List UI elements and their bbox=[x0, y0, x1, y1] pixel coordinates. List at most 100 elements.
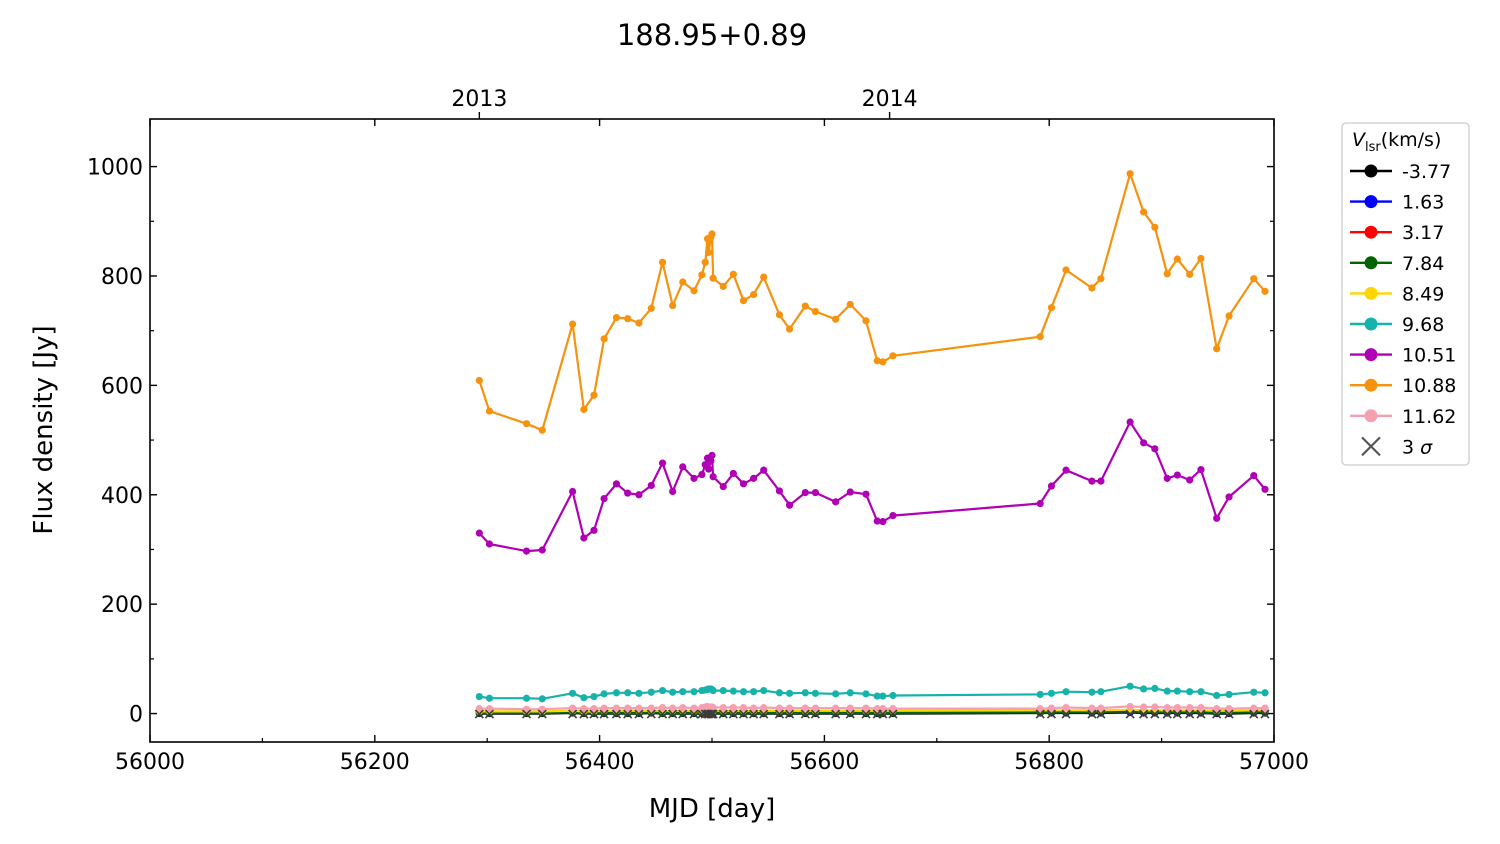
sigma-marker bbox=[599, 709, 609, 719]
x-axis-label: MJD [day] bbox=[649, 794, 776, 824]
x-tick-label: 56000 bbox=[115, 750, 185, 775]
y-tick-label: 400 bbox=[101, 484, 143, 509]
data-point bbox=[522, 694, 531, 702]
data-point bbox=[1250, 704, 1258, 712]
data-point bbox=[538, 546, 546, 554]
legend-label: 3.17 bbox=[1402, 222, 1444, 244]
y-axis-label: Flux density [Jy] bbox=[29, 325, 59, 534]
legend-title: Vlsr(km/s) bbox=[1352, 129, 1441, 155]
data-point bbox=[600, 494, 608, 503]
data-point bbox=[760, 466, 768, 474]
data-point bbox=[775, 689, 784, 697]
data-point bbox=[832, 315, 840, 323]
data-point bbox=[709, 473, 717, 481]
sigma-marker bbox=[1224, 709, 1234, 719]
data-point bbox=[719, 282, 727, 290]
data-point bbox=[612, 704, 621, 712]
data-point bbox=[1036, 499, 1044, 508]
data-point bbox=[801, 302, 809, 310]
data-point bbox=[708, 451, 716, 459]
data-point bbox=[658, 703, 667, 712]
data-point bbox=[846, 300, 854, 309]
data-point bbox=[698, 271, 706, 279]
sigma-marker bbox=[568, 709, 578, 719]
legend-label: 3 σ bbox=[1402, 436, 1433, 458]
data-point bbox=[873, 357, 881, 365]
data-point bbox=[832, 690, 840, 698]
sigma-marker bbox=[474, 709, 484, 719]
data-point bbox=[879, 517, 887, 526]
data-point bbox=[522, 705, 531, 713]
data-point bbox=[569, 487, 577, 496]
data-point bbox=[635, 704, 643, 712]
sigma-marker bbox=[800, 709, 810, 719]
data-point bbox=[760, 686, 768, 695]
sigma-marker bbox=[728, 709, 738, 719]
data-point bbox=[1047, 482, 1056, 490]
legend-entry: 11.62 bbox=[1350, 406, 1456, 428]
legend-label: 10.88 bbox=[1402, 375, 1456, 397]
data-point bbox=[862, 690, 870, 698]
data-point bbox=[862, 704, 870, 712]
data-point bbox=[679, 688, 687, 696]
data-point bbox=[475, 376, 483, 385]
data-point bbox=[1097, 688, 1105, 696]
series-three-sigma bbox=[474, 709, 1270, 719]
legend-label: 7.84 bbox=[1402, 253, 1444, 275]
data-point bbox=[590, 391, 598, 399]
data-point bbox=[1163, 474, 1171, 482]
data-point bbox=[475, 693, 483, 701]
sigma-marker bbox=[521, 709, 532, 719]
sigma-marker bbox=[810, 709, 820, 719]
data-point bbox=[647, 704, 655, 712]
sigma-marker bbox=[689, 709, 699, 719]
data-point bbox=[658, 686, 667, 695]
x-tick-label: 57000 bbox=[1239, 750, 1309, 775]
legend-entry: 3 σ bbox=[1361, 436, 1433, 458]
data-point bbox=[1197, 688, 1205, 696]
data-point bbox=[832, 498, 840, 506]
data-point bbox=[801, 689, 809, 697]
sigma-marker bbox=[623, 709, 633, 719]
data-point bbox=[522, 547, 531, 555]
data-point bbox=[538, 705, 546, 713]
sigma-marker bbox=[1035, 709, 1045, 719]
data-point bbox=[590, 705, 598, 713]
sigma-marker bbox=[861, 709, 871, 719]
data-point bbox=[1173, 687, 1181, 695]
data-point bbox=[811, 488, 820, 497]
data-point bbox=[1225, 493, 1233, 501]
data-point bbox=[1250, 688, 1258, 696]
sigma-marker bbox=[1260, 709, 1270, 719]
data-point bbox=[1126, 170, 1134, 178]
sigma-marker bbox=[1196, 709, 1206, 719]
sigma-marker bbox=[484, 709, 495, 719]
data-point bbox=[1062, 688, 1070, 696]
legend-marker bbox=[1364, 256, 1378, 270]
y-tick-label: 800 bbox=[101, 265, 143, 290]
data-point bbox=[600, 690, 608, 698]
legend-label: 9.68 bbox=[1402, 314, 1444, 336]
data-point bbox=[775, 311, 784, 319]
data-point bbox=[1250, 472, 1258, 480]
data-point bbox=[811, 689, 820, 697]
sigma-marker bbox=[878, 709, 888, 719]
data-point bbox=[1213, 705, 1221, 713]
sigma-marker bbox=[1249, 709, 1259, 719]
data-point bbox=[889, 691, 897, 700]
sigma-marker bbox=[646, 709, 656, 719]
data-point bbox=[679, 278, 687, 286]
data-point bbox=[1097, 477, 1105, 485]
data-point bbox=[538, 695, 546, 703]
data-point bbox=[811, 307, 820, 316]
data-point bbox=[811, 704, 820, 712]
data-point bbox=[1197, 466, 1205, 474]
legend: Vlsr(km/s) -3.77 1.63 3.17 7.84 8.49 9.68 10.5… bbox=[1341, 122, 1470, 466]
data-point bbox=[538, 426, 546, 434]
data-point bbox=[775, 704, 784, 712]
data-point bbox=[485, 694, 494, 702]
legend-entry: 9.68 bbox=[1350, 314, 1444, 336]
sigma-marker bbox=[1185, 709, 1195, 719]
sigma-marker bbox=[708, 709, 718, 719]
